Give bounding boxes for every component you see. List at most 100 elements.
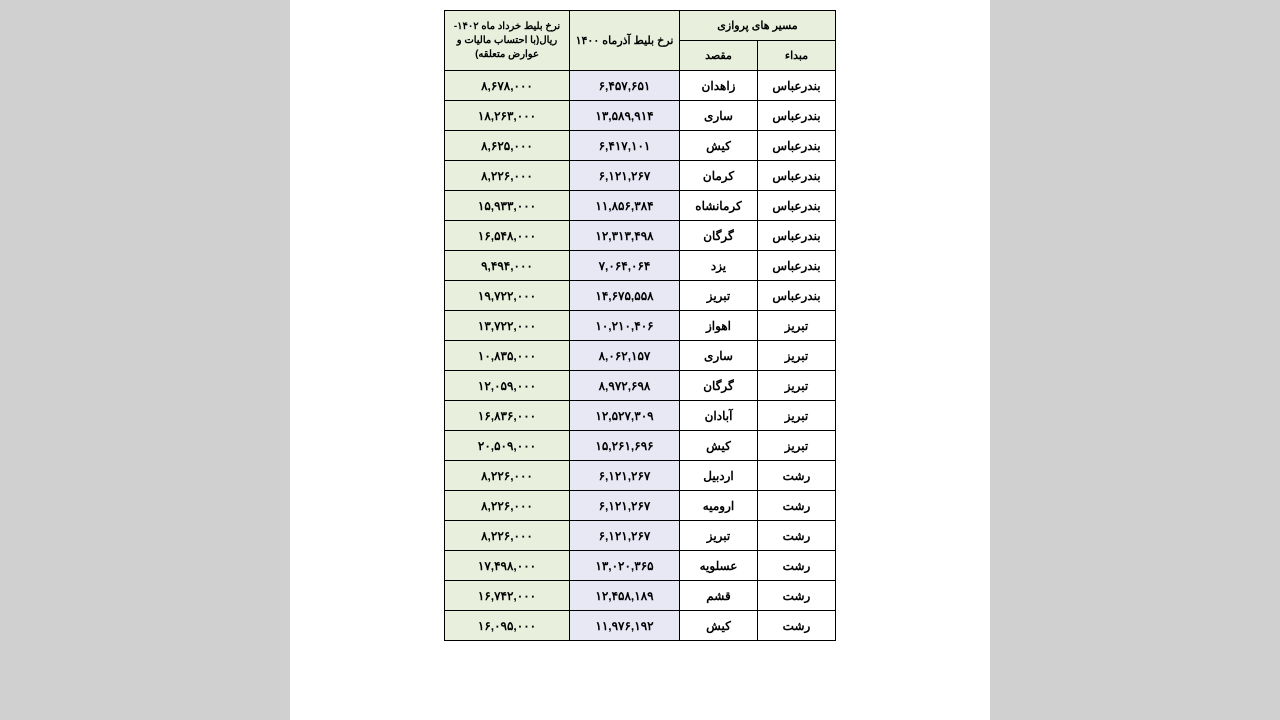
cell-destination: کرمانشاه <box>680 191 758 221</box>
header-row-1: مسیر های پروازی نرخ بلیط آذرماه ۱۴۰۰ نرخ… <box>445 11 836 41</box>
table-row: بندرعباسزاهدان۶,۴۵۷,۶۵۱۸,۶۷۸,۰۰۰ <box>445 71 836 101</box>
page-container: مسیر های پروازی نرخ بلیط آذرماه ۱۴۰۰ نرخ… <box>290 0 990 720</box>
cell-price-azar-1400: ۷,۰۶۴,۰۶۴ <box>570 251 680 281</box>
cell-origin: بندرعباس <box>758 221 836 251</box>
cell-price-khordad-1402: ۱۵,۹۳۳,۰۰۰ <box>445 191 570 221</box>
table-header: مسیر های پروازی نرخ بلیط آذرماه ۱۴۰۰ نرخ… <box>445 11 836 71</box>
cell-destination: اهواز <box>680 311 758 341</box>
cell-destination: کیش <box>680 131 758 161</box>
cell-destination: زاهدان <box>680 71 758 101</box>
cell-price-azar-1400: ۶,۴۱۷,۱۰۱ <box>570 131 680 161</box>
cell-origin: تبریز <box>758 371 836 401</box>
table-row: بندرعباستبریز۱۴,۶۷۵,۵۵۸۱۹,۷۲۲,۰۰۰ <box>445 281 836 311</box>
table-row: بندرعباسساری۱۳,۵۸۹,۹۱۴۱۸,۲۶۳,۰۰۰ <box>445 101 836 131</box>
cell-destination: آبادان <box>680 401 758 431</box>
header-destination: مقصد <box>680 41 758 71</box>
table-row: بندرعباسکیش۶,۴۱۷,۱۰۱۸,۶۲۵,۰۰۰ <box>445 131 836 161</box>
cell-price-khordad-1402: ۱۶,۵۴۸,۰۰۰ <box>445 221 570 251</box>
cell-origin: تبریز <box>758 401 836 431</box>
table-body: بندرعباسزاهدان۶,۴۵۷,۶۵۱۸,۶۷۸,۰۰۰بندرعباس… <box>445 71 836 641</box>
cell-destination: یزد <box>680 251 758 281</box>
cell-price-khordad-1402: ۹,۴۹۴,۰۰۰ <box>445 251 570 281</box>
cell-price-khordad-1402: ۸,۶۷۸,۰۰۰ <box>445 71 570 101</box>
cell-price-khordad-1402: ۸,۲۲۶,۰۰۰ <box>445 521 570 551</box>
cell-price-azar-1400: ۱۴,۶۷۵,۵۵۸ <box>570 281 680 311</box>
cell-price-azar-1400: ۸,۹۷۲,۶۹۸ <box>570 371 680 401</box>
cell-origin: بندرعباس <box>758 161 836 191</box>
header-routes: مسیر های پروازی <box>680 11 836 41</box>
cell-price-azar-1400: ۱۳,۰۲۰,۳۶۵ <box>570 551 680 581</box>
cell-price-azar-1400: ۶,۱۲۱,۲۶۷ <box>570 461 680 491</box>
cell-destination: کیش <box>680 611 758 641</box>
cell-origin: بندرعباس <box>758 131 836 161</box>
table-row: تبریزگرگان۸,۹۷۲,۶۹۸۱۲,۰۵۹,۰۰۰ <box>445 371 836 401</box>
cell-origin: بندرعباس <box>758 251 836 281</box>
cell-price-khordad-1402: ۱۷,۴۹۸,۰۰۰ <box>445 551 570 581</box>
cell-price-azar-1400: ۱۵,۲۶۱,۶۹۶ <box>570 431 680 461</box>
cell-origin: رشت <box>758 491 836 521</box>
cell-destination: عسلویه <box>680 551 758 581</box>
table-row: بندرعباسگرگان۱۲,۳۱۳,۴۹۸۱۶,۵۴۸,۰۰۰ <box>445 221 836 251</box>
table-row: رشتکیش۱۱,۹۷۶,۱۹۲۱۶,۰۹۵,۰۰۰ <box>445 611 836 641</box>
cell-price-khordad-1402: ۱۰,۸۳۵,۰۰۰ <box>445 341 570 371</box>
cell-destination: تبریز <box>680 521 758 551</box>
cell-origin: رشت <box>758 551 836 581</box>
cell-price-khordad-1402: ۱۸,۲۶۳,۰۰۰ <box>445 101 570 131</box>
cell-price-khordad-1402: ۱۲,۰۵۹,۰۰۰ <box>445 371 570 401</box>
table-row: تبریزساری۸,۰۶۲,۱۵۷۱۰,۸۳۵,۰۰۰ <box>445 341 836 371</box>
cell-price-azar-1400: ۶,۱۲۱,۲۶۷ <box>570 521 680 551</box>
table-row: رشتاردبیل۶,۱۲۱,۲۶۷۸,۲۲۶,۰۰۰ <box>445 461 836 491</box>
cell-price-khordad-1402: ۸,۲۲۶,۰۰۰ <box>445 161 570 191</box>
cell-origin: بندرعباس <box>758 191 836 221</box>
cell-price-khordad-1402: ۱۶,۷۴۲,۰۰۰ <box>445 581 570 611</box>
cell-price-khordad-1402: ۸,۶۲۵,۰۰۰ <box>445 131 570 161</box>
cell-destination: گرگان <box>680 371 758 401</box>
cell-price-azar-1400: ۸,۰۶۲,۱۵۷ <box>570 341 680 371</box>
cell-price-azar-1400: ۶,۱۲۱,۲۶۷ <box>570 161 680 191</box>
table-row: بندرعباسکرمانشاه۱۱,۸۵۶,۳۸۴۱۵,۹۳۳,۰۰۰ <box>445 191 836 221</box>
cell-price-khordad-1402: ۲۰,۵۰۹,۰۰۰ <box>445 431 570 461</box>
cell-origin: بندرعباس <box>758 71 836 101</box>
cell-destination: ساری <box>680 341 758 371</box>
cell-destination: گرگان <box>680 221 758 251</box>
cell-destination: قشم <box>680 581 758 611</box>
cell-price-khordad-1402: ۱۹,۷۲۲,۰۰۰ <box>445 281 570 311</box>
table-row: رشتعسلویه۱۳,۰۲۰,۳۶۵۱۷,۴۹۸,۰۰۰ <box>445 551 836 581</box>
cell-origin: تبریز <box>758 341 836 371</box>
cell-origin: بندرعباس <box>758 281 836 311</box>
flight-prices-table: مسیر های پروازی نرخ بلیط آذرماه ۱۴۰۰ نرخ… <box>444 10 836 641</box>
cell-price-azar-1400: ۱۱,۹۷۶,۱۹۲ <box>570 611 680 641</box>
cell-price-azar-1400: ۱۲,۳۱۳,۴۹۸ <box>570 221 680 251</box>
table-row: تبریزآبادان۱۲,۵۲۷,۳۰۹۱۶,۸۳۶,۰۰۰ <box>445 401 836 431</box>
table-row: رشتقشم۱۲,۴۵۸,۱۸۹۱۶,۷۴۲,۰۰۰ <box>445 581 836 611</box>
cell-price-khordad-1402: ۸,۲۲۶,۰۰۰ <box>445 461 570 491</box>
cell-destination: ساری <box>680 101 758 131</box>
cell-price-azar-1400: ۱۰,۲۱۰,۴۰۶ <box>570 311 680 341</box>
header-origin: مبداء <box>758 41 836 71</box>
cell-origin: تبریز <box>758 311 836 341</box>
cell-price-azar-1400: ۱۲,۴۵۸,۱۸۹ <box>570 581 680 611</box>
cell-destination: کیش <box>680 431 758 461</box>
table-row: رشتتبریز۶,۱۲۱,۲۶۷۸,۲۲۶,۰۰۰ <box>445 521 836 551</box>
cell-price-khordad-1402: ۱۳,۷۲۲,۰۰۰ <box>445 311 570 341</box>
cell-price-azar-1400: ۶,۴۵۷,۶۵۱ <box>570 71 680 101</box>
cell-origin: رشت <box>758 611 836 641</box>
cell-price-azar-1400: ۱۱,۸۵۶,۳۸۴ <box>570 191 680 221</box>
cell-price-khordad-1402: ۸,۲۲۶,۰۰۰ <box>445 491 570 521</box>
cell-destination: اردبیل <box>680 461 758 491</box>
cell-origin: بندرعباس <box>758 101 836 131</box>
cell-origin: رشت <box>758 461 836 491</box>
table-row: تبریزاهواز۱۰,۲۱۰,۴۰۶۱۳,۷۲۲,۰۰۰ <box>445 311 836 341</box>
header-price-azar-1400: نرخ بلیط آذرماه ۱۴۰۰ <box>570 11 680 71</box>
cell-price-khordad-1402: ۱۶,۰۹۵,۰۰۰ <box>445 611 570 641</box>
table-row: تبریزکیش۱۵,۲۶۱,۶۹۶۲۰,۵۰۹,۰۰۰ <box>445 431 836 461</box>
table-row: بندرعباسیزد۷,۰۶۴,۰۶۴۹,۴۹۴,۰۰۰ <box>445 251 836 281</box>
cell-origin: تبریز <box>758 431 836 461</box>
cell-price-azar-1400: ۶,۱۲۱,۲۶۷ <box>570 491 680 521</box>
cell-origin: رشت <box>758 521 836 551</box>
cell-price-azar-1400: ۱۲,۵۲۷,۳۰۹ <box>570 401 680 431</box>
cell-destination: ارومیه <box>680 491 758 521</box>
cell-price-khordad-1402: ۱۶,۸۳۶,۰۰۰ <box>445 401 570 431</box>
cell-destination: کرمان <box>680 161 758 191</box>
table-row: رشتارومیه۶,۱۲۱,۲۶۷۸,۲۲۶,۰۰۰ <box>445 491 836 521</box>
